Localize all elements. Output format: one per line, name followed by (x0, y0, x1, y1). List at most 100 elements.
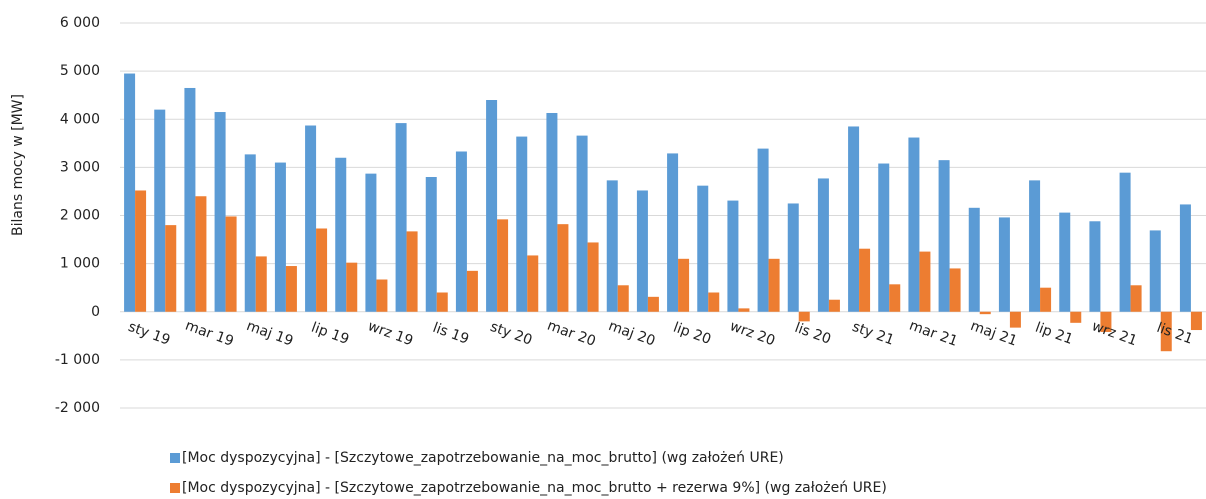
x-tick-label: wrz 21 (1090, 318, 1139, 349)
bar (1040, 287, 1052, 312)
x-tick-label: wrz 20 (728, 318, 777, 349)
bar (1130, 285, 1142, 312)
bar (576, 135, 588, 312)
bar (1089, 221, 1101, 312)
bar (165, 225, 177, 312)
bar (908, 137, 920, 312)
bar (636, 190, 648, 312)
bar (1190, 311, 1202, 331)
bar (817, 178, 829, 312)
bar (406, 231, 418, 312)
bar (738, 308, 750, 312)
x-tick-label: lis 21 (1154, 320, 1195, 348)
x-tick-label: mar 20 (545, 318, 598, 350)
y-tick-label: 5 000 (60, 63, 100, 79)
y-tick-label: 0 (91, 304, 100, 320)
bar (919, 251, 931, 312)
bar (455, 151, 467, 312)
bar (557, 224, 569, 312)
bar (305, 125, 317, 312)
bar (497, 219, 509, 312)
bar (938, 160, 950, 312)
bar (1070, 311, 1082, 323)
bar (678, 258, 690, 312)
bar (214, 112, 226, 312)
x-tick-label: maj 19 (244, 318, 295, 350)
bar (527, 255, 539, 312)
x-tick-label: lip 19 (309, 320, 351, 348)
bar (346, 262, 358, 312)
bar (697, 185, 709, 312)
bar (425, 177, 437, 312)
bar (798, 311, 810, 322)
bar (1160, 311, 1172, 352)
bar (124, 73, 136, 312)
bar (285, 266, 297, 312)
y-tick-label: -1 000 (55, 352, 100, 368)
x-tick-label: sty 21 (850, 319, 896, 349)
bar (376, 279, 388, 312)
bar (195, 196, 207, 312)
y-tick-label: 4 000 (60, 111, 100, 127)
y-tick-label: 2 000 (60, 208, 100, 224)
bar (708, 292, 720, 312)
bar (787, 203, 799, 312)
bar (647, 296, 659, 312)
bar (546, 112, 558, 312)
bar (244, 154, 256, 312)
bar (757, 148, 769, 312)
bar (1100, 311, 1112, 332)
bar (979, 311, 991, 315)
bar (859, 248, 871, 312)
bar (1059, 212, 1071, 312)
bar (225, 216, 237, 312)
bar (1009, 311, 1021, 328)
bar (949, 268, 961, 312)
bar (1119, 172, 1131, 312)
y-tick-label: -2 000 (55, 400, 100, 416)
bar (274, 162, 286, 312)
bar (486, 100, 498, 312)
bar (606, 180, 618, 312)
y-tick-label: 1 000 (60, 256, 100, 272)
x-tick-label: lip 21 (1033, 320, 1075, 348)
legend-label: [Moc dyspozycyjna] - [Szczytowe_zapotrze… (182, 450, 784, 466)
bar (135, 190, 147, 312)
bar (255, 256, 267, 312)
x-tick-label: sty 20 (488, 319, 534, 349)
bar (516, 136, 528, 312)
bar (587, 242, 599, 312)
x-tick-label: lis 20 (792, 320, 833, 348)
bar (667, 153, 679, 312)
bar (316, 228, 328, 312)
bar (335, 157, 347, 312)
x-tick-label: mar 19 (183, 318, 236, 350)
bar (727, 200, 739, 312)
bar (395, 123, 407, 312)
bar (1029, 180, 1041, 312)
x-tick-label: lip 20 (671, 320, 713, 348)
x-tick-label: lis 19 (430, 320, 471, 348)
bar (1149, 230, 1161, 312)
bar (828, 299, 840, 312)
legend-swatch (170, 483, 180, 493)
bar (968, 207, 980, 312)
bar (998, 217, 1010, 312)
y-tick-label: 3 000 (60, 159, 100, 175)
bar (184, 87, 196, 312)
bar (768, 258, 780, 312)
bar (466, 270, 478, 312)
bar (617, 285, 629, 312)
bar (436, 292, 448, 312)
x-tick-label: maj 20 (606, 318, 657, 350)
y-tick-label: 6 000 (60, 15, 100, 31)
y-axis-title: Bilans mocy w [MW] (10, 94, 26, 236)
bar (878, 163, 890, 312)
bar (1179, 204, 1191, 312)
x-tick-label: mar 21 (907, 318, 960, 350)
bar (154, 109, 166, 312)
legend-label: [Moc dyspozycyjna] - [Szczytowe_zapotrze… (182, 480, 887, 496)
bar (365, 173, 377, 312)
bar (889, 284, 901, 312)
